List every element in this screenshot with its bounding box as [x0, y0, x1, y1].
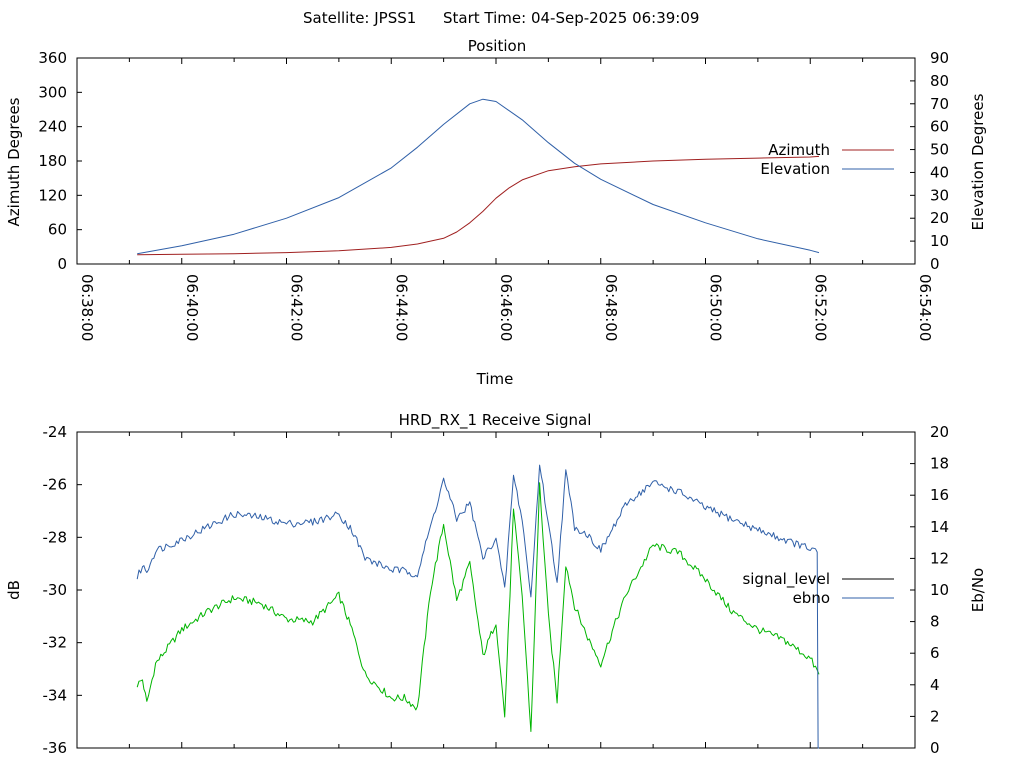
y2-tick-label: 70: [930, 95, 949, 113]
start-time-label: Start Time: 04-Sep-2025 06:39:09: [443, 9, 699, 27]
y-tick-label: 240: [38, 118, 67, 136]
y2-tick-label: 90: [930, 49, 949, 67]
signal-series: [136, 464, 820, 749]
y2-tick-label: 18: [930, 455, 949, 473]
Elevation-legend-label: Elevation: [760, 160, 830, 178]
y2-tick-label: 2: [930, 707, 940, 725]
y-tick-label: -36: [43, 739, 68, 757]
y-tick-label: -30: [43, 581, 68, 599]
y2-tick-label: 8: [930, 613, 940, 631]
Elevation-series-line: [137, 98, 820, 255]
x-tick-label: 06:52:00: [811, 274, 829, 341]
x-tick-label: 06:46:00: [497, 274, 515, 341]
y-tick-label: 300: [38, 83, 67, 101]
satellite-label: Satellite: JPSS1: [303, 9, 416, 27]
y2-tick-label: 12: [930, 549, 949, 567]
x-tick-label: 06:42:00: [288, 274, 306, 341]
plot-frame: [76, 431, 916, 749]
y2-tick-label: 0: [930, 739, 940, 757]
y2-tick-label: 50: [930, 141, 949, 159]
position-axes: 0 60 120 180 240 300 360 0 10 20 30 40 50 60 70 80 90 06:…: [38, 49, 949, 341]
signal_level-legend-label: signal_level: [742, 570, 830, 589]
signal_level-series-line: [136, 482, 820, 732]
y-tick-label: 120: [38, 186, 67, 204]
y-tick-label: 0: [57, 255, 67, 273]
position-chart-title: Position: [468, 37, 526, 55]
y-tick-label: 180: [38, 152, 67, 170]
y2-tick-label: 80: [930, 72, 949, 90]
ebno-legend-label: ebno: [793, 589, 830, 607]
time-axis-label: Time: [476, 370, 514, 388]
elevation-axis-label: Elevation Degrees: [969, 93, 987, 230]
x-tick-label: 06:40:00: [183, 274, 201, 341]
x-tick-label: 06:48:00: [602, 274, 620, 341]
position-series: [137, 98, 820, 256]
db-axis-label: dB: [5, 580, 23, 600]
ebno-series-line: [136, 464, 819, 749]
y-tick-label: -26: [43, 476, 68, 494]
Azimuth-legend-label: Azimuth: [768, 141, 830, 159]
y2-tick-label: 30: [930, 186, 949, 204]
y2-tick-label: 14: [930, 518, 949, 536]
y2-tick-label: 20: [930, 209, 949, 227]
y2-tick-label: 16: [930, 486, 949, 504]
y2-tick-label: 0: [930, 255, 940, 273]
Azimuth-series-line: [137, 155, 820, 256]
y2-tick-label: 60: [930, 118, 949, 136]
signal-chart-title: HRD_RX_1 Receive Signal: [399, 411, 592, 430]
azimuth-axis-label: Azimuth Degrees: [5, 97, 23, 226]
signal-axes: -36 -34 -32 -30 -28 -26 -24 0 2 4 6 8 10 12 14 16 18 20: [43, 423, 950, 757]
y-tick-label: -34: [43, 686, 68, 704]
y-tick-label: 360: [38, 49, 67, 67]
x-tick-label: 06:50:00: [707, 274, 725, 341]
y2-tick-label: 40: [930, 163, 949, 181]
y2-tick-label: 4: [930, 676, 940, 694]
y-tick-label: -24: [43, 423, 68, 441]
y2-tick-label: 20: [930, 423, 949, 441]
y-tick-label: -32: [43, 634, 68, 652]
signal-chart: HRD_RX_1 Receive Signal dB Eb/No -36-34-…: [5, 411, 987, 757]
y-tick-label: -28: [43, 528, 68, 546]
ebno-axis-label: Eb/No: [969, 568, 987, 612]
x-tick-label: 06:44:00: [392, 274, 410, 341]
y-tick-label: 60: [48, 221, 67, 239]
x-tick-label: 06:54:00: [916, 274, 934, 341]
y2-tick-label: 10: [930, 232, 949, 250]
y2-tick-label: 6: [930, 644, 940, 662]
position-chart: Position Azimuth Degrees Elevation Degre…: [5, 37, 987, 388]
y2-tick-label: 10: [930, 581, 949, 599]
x-tick-label: 06:38:00: [78, 274, 96, 341]
